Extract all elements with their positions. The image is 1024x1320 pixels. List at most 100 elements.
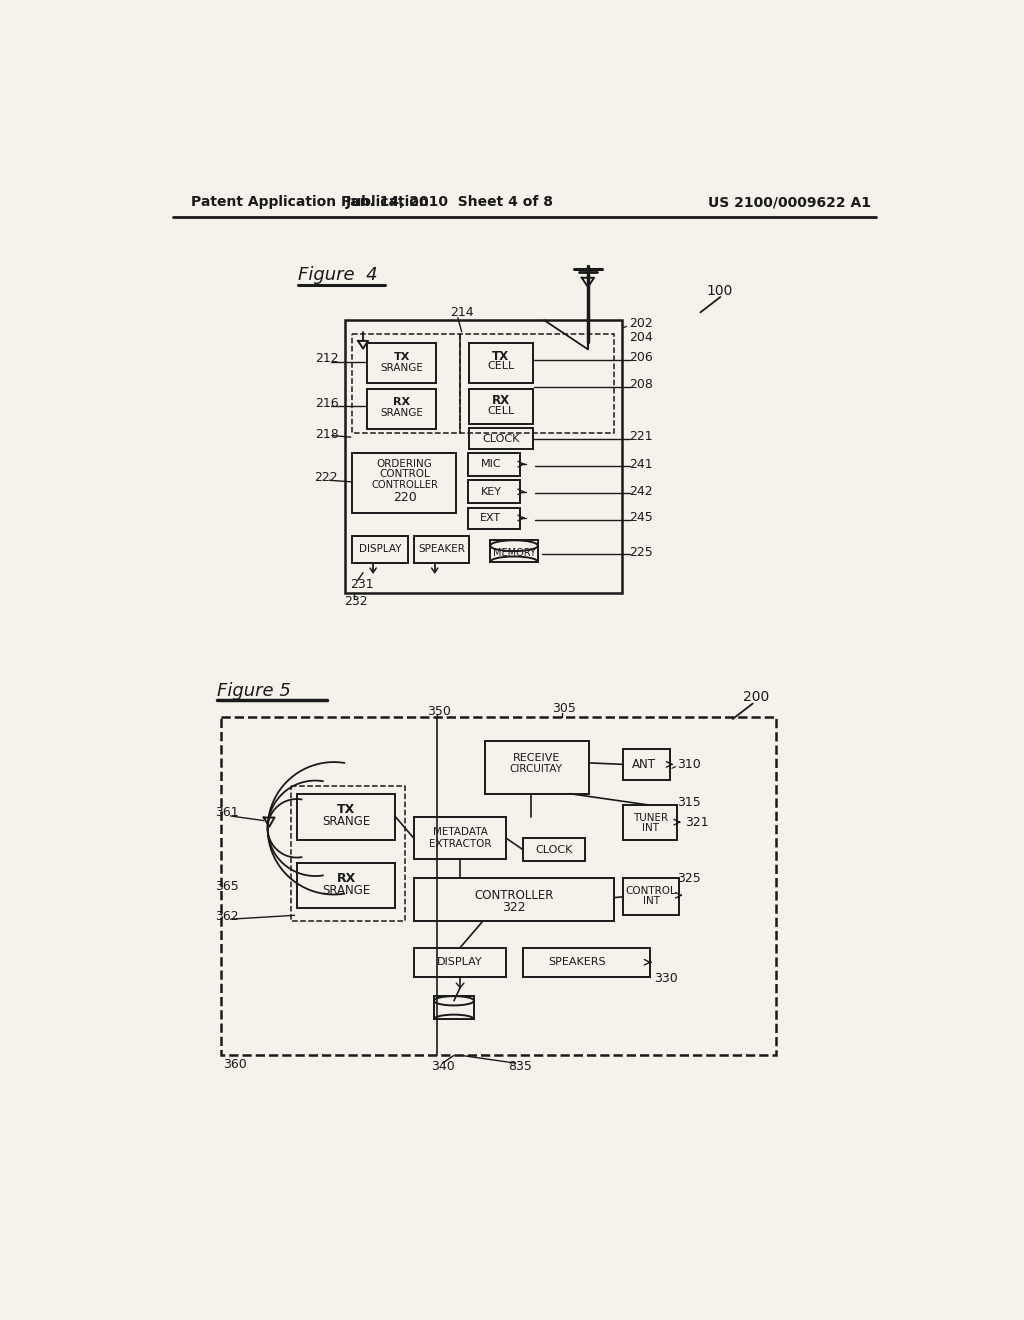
Text: 322: 322 [502,902,526,915]
Bar [414,817,506,859]
Bar [297,863,395,908]
Text: CLOCK: CLOCK [536,845,572,855]
Bar [624,748,670,780]
Text: 350: 350 [427,705,451,718]
Text: SRANGE: SRANGE [322,814,371,828]
Text: RX: RX [492,395,510,408]
Text: KEY: KEY [480,487,502,496]
Text: 835: 835 [508,1060,531,1073]
Bar [367,343,436,383]
Text: RECEIVE: RECEIVE [513,754,560,763]
Text: CONTROL: CONTROL [379,469,430,479]
Text: Jan. 14, 2010  Sheet 4 of 8: Jan. 14, 2010 Sheet 4 of 8 [346,195,554,210]
Text: 340: 340 [431,1060,455,1073]
Text: TX: TX [393,352,410,362]
Text: ORDERING: ORDERING [377,459,432,469]
Text: 208: 208 [630,378,653,391]
Text: 245: 245 [630,511,653,524]
Text: 204: 204 [630,331,653,345]
Text: CONTROLLER: CONTROLLER [474,888,554,902]
Text: CELL: CELL [487,407,514,416]
Text: 360: 360 [223,1059,247,1072]
Bar [469,428,532,449]
Text: MEMORY: MEMORY [493,548,536,557]
Text: RX: RX [393,397,411,408]
Text: TX: TX [493,350,510,363]
Bar [221,717,776,1056]
Text: ANT: ANT [632,758,656,771]
Bar [434,997,474,1019]
Text: Patent Application Publication: Patent Application Publication [190,195,428,210]
Text: DISPLAY: DISPLAY [437,957,483,968]
Text: RX: RX [337,871,355,884]
Bar [297,793,395,840]
Text: INT: INT [642,824,658,833]
Text: 315: 315 [677,796,701,809]
Text: 200: 200 [742,690,769,705]
Bar [490,540,538,562]
Text: TX: TX [337,803,355,816]
Text: 202: 202 [630,317,653,330]
Text: 325: 325 [677,871,701,884]
Text: SPEAKER: SPEAKER [418,544,465,554]
Text: 225: 225 [630,546,653,560]
Text: EXT: EXT [480,513,502,523]
Bar [345,321,622,594]
Bar [468,480,520,503]
Text: 362: 362 [215,911,239,924]
Text: MIC: MIC [480,459,501,469]
Text: CONTROL: CONTROL [626,887,677,896]
Bar [523,838,585,862]
Text: 232: 232 [345,595,369,609]
Text: Figure  4: Figure 4 [298,267,378,284]
Text: 310: 310 [677,758,701,771]
Bar [352,453,457,512]
Text: 206: 206 [630,351,653,363]
Text: 365: 365 [215,879,239,892]
Bar [624,805,677,840]
Text: CLOCK: CLOCK [482,434,519,444]
Text: CIRCUITAY: CIRCUITAY [510,764,563,774]
Bar [414,536,469,562]
Text: SRANGE: SRANGE [322,884,371,898]
Text: SRANGE: SRANGE [380,408,423,418]
Text: CONTROLLER: CONTROLLER [372,480,438,490]
Text: TUNER: TUNER [633,813,668,824]
Text: 216: 216 [315,397,339,409]
Text: METADATA: METADATA [433,828,487,837]
Bar [484,742,589,793]
Text: DISPLAY: DISPLAY [358,544,401,554]
Text: 242: 242 [630,484,653,498]
Text: 305: 305 [553,702,577,715]
Bar [414,878,614,921]
Bar [523,948,650,977]
Bar [414,948,506,977]
Bar [352,536,408,562]
Text: Figure 5: Figure 5 [217,682,291,700]
Text: 100: 100 [707,284,733,298]
Text: 361: 361 [215,807,239,820]
Text: SPEAKERS: SPEAKERS [548,957,606,968]
Bar [291,785,404,921]
Text: 321: 321 [685,816,709,829]
Bar [468,508,520,529]
Bar [469,343,532,383]
Text: SRANGE: SRANGE [380,363,423,372]
Text: 218: 218 [315,428,339,441]
Text: 222: 222 [313,471,338,484]
Text: 220: 220 [393,491,417,504]
Text: 212: 212 [315,352,339,366]
Text: 221: 221 [630,430,653,444]
Text: 330: 330 [654,972,678,985]
Text: EXTRACTOR: EXTRACTOR [429,838,492,849]
Bar [468,453,520,475]
Bar [469,389,532,424]
Bar [367,389,436,429]
Text: 214: 214 [451,306,474,319]
Text: US 2100/0009622 A1: US 2100/0009622 A1 [708,195,871,210]
Text: INT: INT [643,896,659,907]
Text: 231: 231 [350,578,374,591]
Bar [624,878,679,915]
Text: 241: 241 [630,458,653,471]
Bar [352,334,614,433]
